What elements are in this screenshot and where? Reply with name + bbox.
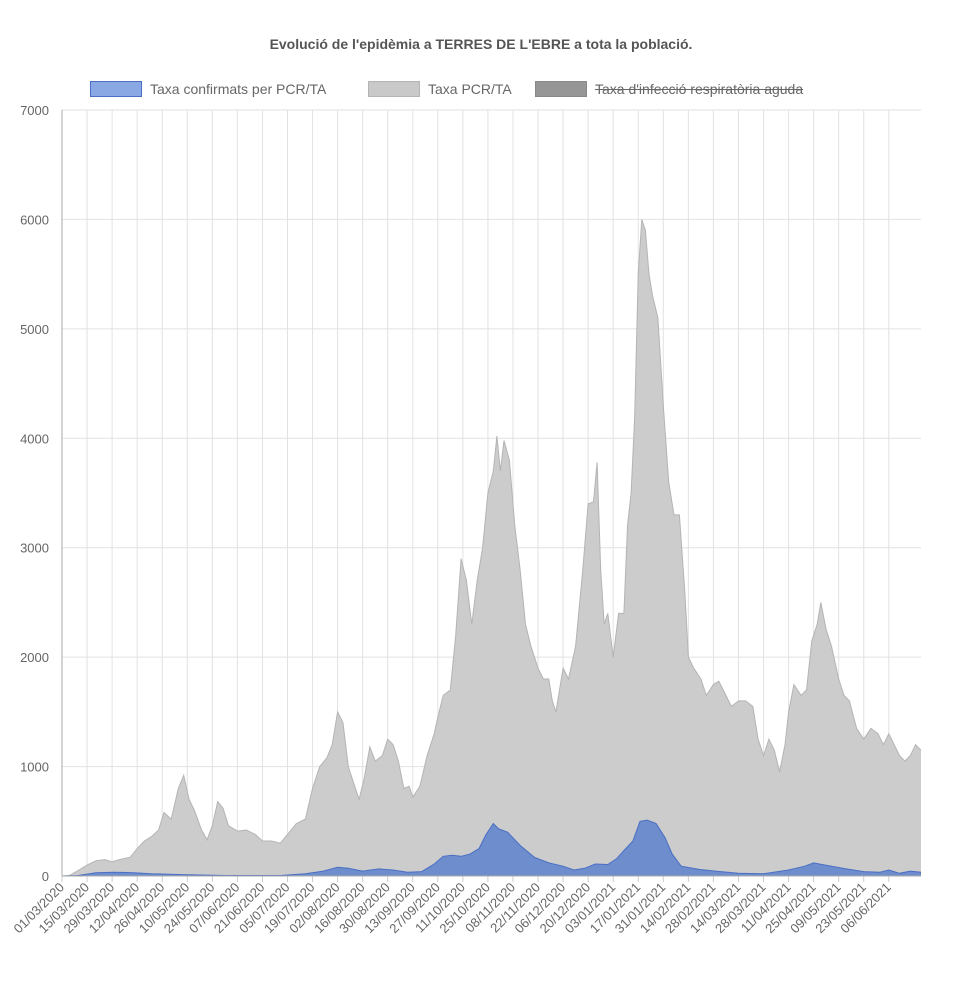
series-layer: [61, 219, 922, 877]
legend-label-respiratoria: Taxa d'infecció respiratòria aguda: [595, 81, 804, 97]
series-line-confirmats: [61, 819, 922, 877]
legend-label-pcr-ta: Taxa PCR/TA: [428, 81, 512, 97]
series-area-pcr-ta: [62, 219, 921, 876]
y-tick-label: 5000: [20, 322, 49, 337]
legend-swatch-pcr-ta: [368, 81, 420, 97]
y-tick-label: 6000: [20, 212, 49, 227]
y-tick-label: 7000: [20, 103, 49, 118]
chart-title: Evolució de l'epidèmia a TERRES DE L'EBR…: [269, 36, 693, 52]
series-line-pcr-ta: [61, 219, 922, 877]
legend-item-confirmats[interactable]: Taxa confirmats per PCR/TA: [90, 78, 326, 100]
legend-swatch-respiratoria: [535, 81, 587, 97]
y-tick-label: 4000: [20, 431, 49, 446]
legend-item-pcr-ta[interactable]: Taxa PCR/TA: [368, 78, 512, 100]
y-tick-label: 1000: [20, 760, 49, 775]
y-tick-label: 3000: [20, 541, 49, 556]
series-area-confirmats: [62, 820, 921, 876]
y-tick-label: 2000: [20, 650, 49, 665]
legend-swatch-confirmats: [90, 81, 142, 97]
legend-item-respiratoria[interactable]: Taxa d'infecció respiratòria aguda: [535, 78, 803, 100]
y-tick-label: 0: [42, 869, 49, 884]
legend-label-confirmats: Taxa confirmats per PCR/TA: [150, 81, 327, 97]
